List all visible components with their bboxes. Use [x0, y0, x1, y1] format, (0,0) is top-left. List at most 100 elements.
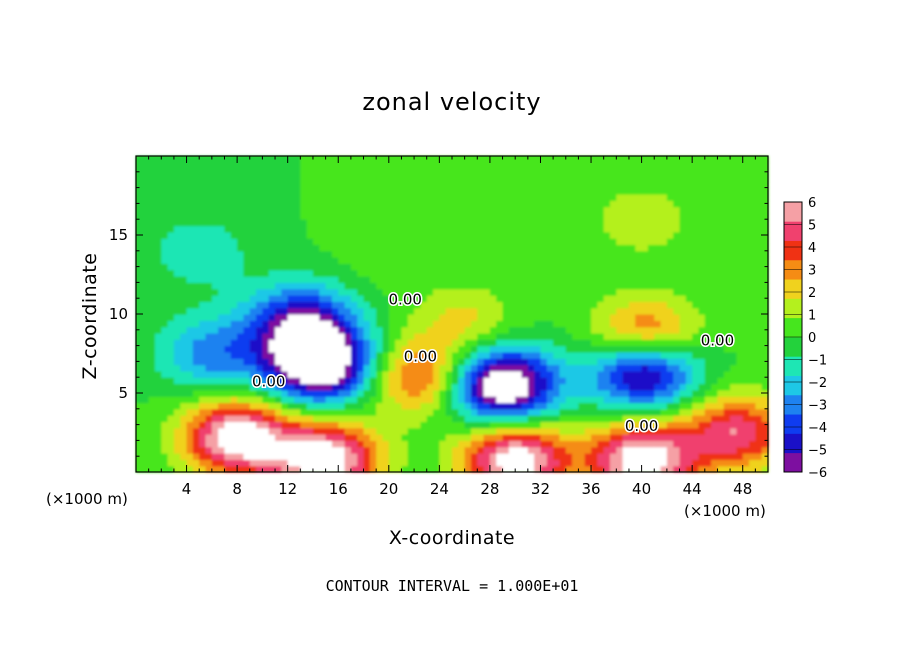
- heatmap-cell: [546, 332, 554, 340]
- heatmap-cell: [249, 193, 257, 201]
- heatmap-cell: [755, 358, 763, 366]
- heatmap-cell: [622, 320, 630, 328]
- heatmap-cell: [489, 206, 497, 214]
- heatmap-cell: [414, 377, 421, 385]
- heatmap-cell: [578, 427, 586, 435]
- heatmap-cell: [154, 364, 162, 372]
- heatmap-cell: [502, 320, 510, 328]
- heatmap-cell: [167, 383, 175, 391]
- heatmap-cell: [395, 250, 403, 258]
- heatmap-cell: [369, 434, 377, 441]
- heatmap-cell: [553, 408, 561, 416]
- heatmap-cell: [268, 415, 276, 423]
- heatmap-cell: [262, 295, 270, 302]
- heatmap-cell: [559, 351, 567, 359]
- heatmap-cell: [641, 174, 649, 182]
- heatmap-cell: [148, 351, 156, 359]
- heatmap-cell: [186, 295, 194, 302]
- heatmap-cell: [628, 156, 636, 163]
- heatmap-cell: [401, 370, 409, 378]
- heatmap-cell: [723, 345, 731, 353]
- heatmap-cell: [704, 231, 712, 239]
- heatmap-cell: [205, 408, 213, 416]
- heatmap-cell: [546, 212, 554, 220]
- heatmap-cell: [654, 396, 662, 404]
- heatmap-cell: [610, 402, 617, 410]
- heatmap-cell: [230, 389, 238, 397]
- heatmap-cell: [755, 465, 763, 473]
- heatmap-cell: [591, 301, 598, 309]
- heatmap-cell: [673, 446, 681, 454]
- heatmap-cell: [496, 250, 504, 258]
- heatmap-cell: [553, 212, 561, 220]
- heatmap-cell: [376, 156, 384, 163]
- heatmap-cell: [401, 174, 409, 182]
- heatmap-cell: [300, 434, 308, 441]
- heatmap-cell: [496, 389, 504, 397]
- heatmap-cell: [534, 288, 542, 296]
- heatmap-cell: [755, 364, 763, 372]
- heatmap-cell: [148, 421, 156, 429]
- heatmap-cell: [237, 276, 245, 283]
- heatmap-cell: [300, 193, 308, 201]
- heatmap-cell: [192, 193, 200, 201]
- heatmap-cell: [540, 427, 548, 435]
- heatmap-cell: [685, 434, 693, 441]
- heatmap-cell: [256, 434, 263, 441]
- heatmap-cell: [534, 307, 542, 315]
- heatmap-cell: [540, 396, 548, 404]
- heatmap-cell: [761, 225, 769, 233]
- heatmap-cell: [439, 187, 447, 195]
- heatmap-cell: [161, 434, 169, 441]
- heatmap-cell: [237, 389, 245, 397]
- heatmap-cell: [192, 295, 200, 302]
- heatmap-cell: [420, 200, 428, 208]
- heatmap-cell: [281, 231, 289, 239]
- heatmap-cell: [540, 276, 548, 283]
- heatmap-cell: [641, 370, 649, 378]
- heatmap-cell: [331, 459, 339, 467]
- heatmap-cell: [205, 389, 213, 397]
- heatmap-cell: [249, 402, 257, 410]
- heatmap-cell: [730, 269, 737, 277]
- heatmap-cell: [173, 358, 181, 366]
- heatmap-cell: [527, 427, 535, 435]
- heatmap-cell: [515, 301, 523, 309]
- heatmap-cell: [312, 156, 320, 163]
- heatmap-cell: [382, 364, 390, 372]
- heatmap-cell: [357, 263, 365, 271]
- heatmap-cell: [647, 301, 655, 309]
- heatmap-cell: [464, 288, 472, 296]
- heatmap-cell: [603, 459, 611, 467]
- heatmap-cell: [565, 238, 573, 246]
- heatmap-cell: [452, 421, 459, 429]
- heatmap-cell: [344, 301, 352, 309]
- heatmap-cell: [205, 446, 213, 454]
- heatmap-cell: [749, 187, 756, 195]
- heatmap-cell: [483, 168, 491, 176]
- heatmap-cell: [338, 402, 346, 410]
- heatmap-cell: [572, 383, 579, 391]
- heatmap-cell: [376, 332, 384, 340]
- heatmap-cell: [477, 396, 485, 404]
- heatmap-cell: [173, 156, 181, 163]
- heatmap-cell: [224, 168, 232, 176]
- heatmap-cell: [401, 345, 409, 353]
- heatmap-cell: [610, 168, 617, 176]
- heatmap-cell: [281, 244, 289, 252]
- heatmap-cell: [199, 212, 207, 220]
- heatmap-cell: [281, 370, 289, 378]
- heatmap-cell: [603, 263, 611, 271]
- heatmap-cell: [508, 446, 516, 454]
- heatmap-cell: [546, 415, 554, 423]
- heatmap-cell: [180, 269, 188, 277]
- heatmap-cell: [515, 174, 523, 182]
- heatmap-cell: [521, 238, 529, 246]
- heatmap-cell: [572, 459, 579, 467]
- heatmap-cell: [458, 383, 466, 391]
- heatmap-cell: [363, 339, 371, 347]
- heatmap-cell: [363, 421, 371, 429]
- heatmap-cell: [218, 446, 226, 454]
- heatmap-cell: [534, 219, 542, 227]
- heatmap-cell: [401, 427, 409, 435]
